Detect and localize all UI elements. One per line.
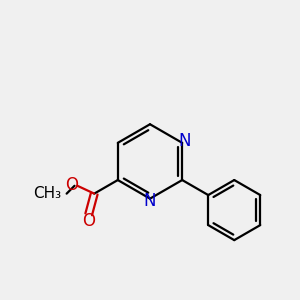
Text: N: N [144, 193, 156, 211]
Text: N: N [178, 132, 191, 150]
Text: CH₃: CH₃ [33, 186, 61, 201]
Text: O: O [65, 176, 78, 194]
Text: O: O [82, 212, 95, 230]
